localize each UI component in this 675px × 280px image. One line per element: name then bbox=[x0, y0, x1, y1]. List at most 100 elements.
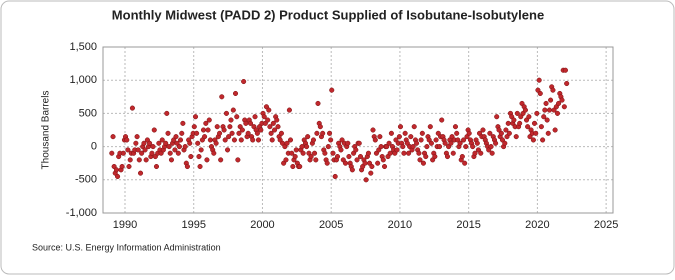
point bbox=[538, 124, 544, 130]
point bbox=[255, 137, 262, 143]
point bbox=[370, 127, 376, 133]
point bbox=[522, 107, 528, 113]
point bbox=[110, 134, 116, 140]
point bbox=[493, 140, 499, 146]
point bbox=[414, 140, 420, 146]
point bbox=[353, 147, 359, 153]
point bbox=[213, 140, 219, 146]
point bbox=[406, 150, 412, 156]
point bbox=[120, 150, 126, 156]
point bbox=[287, 137, 294, 143]
point bbox=[559, 97, 565, 103]
point bbox=[556, 100, 562, 106]
point bbox=[356, 140, 362, 146]
point bbox=[514, 110, 520, 116]
point bbox=[487, 130, 493, 136]
point bbox=[562, 67, 568, 73]
point bbox=[231, 137, 237, 143]
point bbox=[310, 137, 317, 143]
point bbox=[267, 124, 273, 130]
point bbox=[182, 144, 188, 150]
point bbox=[238, 137, 244, 143]
x-tick-label: 2020 bbox=[525, 219, 549, 231]
point bbox=[126, 163, 132, 170]
point bbox=[241, 78, 247, 85]
point bbox=[346, 154, 352, 160]
point bbox=[354, 157, 360, 163]
point bbox=[150, 144, 156, 150]
point bbox=[304, 144, 310, 150]
point bbox=[325, 144, 331, 150]
point bbox=[172, 147, 178, 153]
point bbox=[463, 144, 469, 150]
x-tick-label: 2010 bbox=[388, 219, 412, 231]
point bbox=[564, 80, 570, 87]
point bbox=[139, 150, 145, 156]
point bbox=[466, 130, 472, 136]
point bbox=[159, 137, 165, 143]
point bbox=[488, 144, 494, 150]
point bbox=[202, 134, 208, 140]
point bbox=[531, 120, 538, 126]
y-tick-label: -1,000 bbox=[66, 207, 97, 219]
point bbox=[433, 137, 439, 143]
point bbox=[168, 157, 175, 163]
point bbox=[439, 117, 445, 123]
point bbox=[454, 130, 460, 136]
point bbox=[286, 107, 292, 113]
point bbox=[432, 154, 438, 160]
point bbox=[349, 167, 355, 173]
point bbox=[314, 130, 320, 136]
point bbox=[517, 120, 523, 126]
point bbox=[141, 140, 147, 146]
point bbox=[224, 147, 231, 153]
point bbox=[119, 163, 125, 170]
point bbox=[127, 157, 133, 163]
point bbox=[177, 137, 184, 143]
point bbox=[442, 140, 448, 146]
x-tick-label: 2000 bbox=[250, 219, 274, 231]
point bbox=[372, 137, 378, 143]
point bbox=[250, 137, 256, 143]
point bbox=[203, 120, 209, 126]
point bbox=[548, 97, 554, 103]
point bbox=[289, 150, 295, 156]
point bbox=[197, 163, 203, 170]
point bbox=[204, 157, 210, 163]
point bbox=[137, 170, 144, 176]
source: Source: U.S. Energy Information Administ… bbox=[32, 242, 221, 252]
point bbox=[396, 134, 402, 140]
point bbox=[334, 154, 341, 160]
point bbox=[375, 160, 381, 166]
point bbox=[436, 144, 443, 150]
point bbox=[222, 137, 228, 143]
point bbox=[188, 154, 194, 160]
point bbox=[489, 150, 495, 156]
point bbox=[388, 130, 394, 136]
point bbox=[219, 94, 225, 100]
point bbox=[143, 157, 149, 163]
point bbox=[498, 130, 504, 136]
y-tick-label: 0 bbox=[91, 141, 97, 153]
point bbox=[218, 157, 224, 163]
point bbox=[297, 163, 303, 170]
point bbox=[503, 127, 509, 133]
point bbox=[444, 154, 451, 160]
point bbox=[342, 160, 349, 166]
point bbox=[221, 127, 227, 133]
point bbox=[115, 173, 121, 180]
point bbox=[265, 117, 271, 123]
point bbox=[113, 167, 120, 173]
x-tick-label: 2015 bbox=[456, 219, 480, 231]
point bbox=[173, 134, 179, 140]
point bbox=[252, 114, 258, 120]
point bbox=[543, 100, 549, 106]
point bbox=[151, 127, 157, 133]
point bbox=[198, 147, 204, 153]
point bbox=[232, 90, 239, 97]
point bbox=[505, 120, 511, 126]
y-axis-label: Thousand Barrels bbox=[41, 91, 52, 170]
point bbox=[326, 130, 333, 136]
point bbox=[153, 163, 160, 170]
